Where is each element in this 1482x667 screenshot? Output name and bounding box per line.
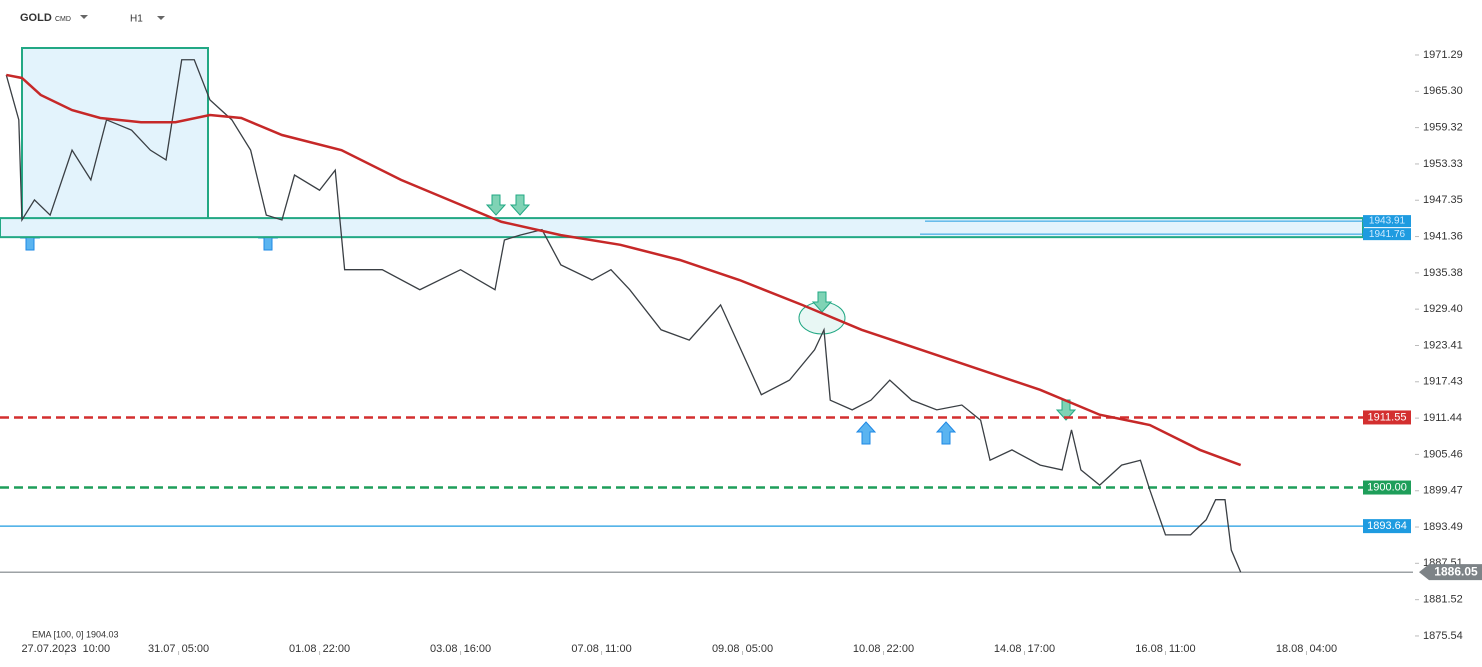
y-tick-label: 1911.44 [1423, 412, 1462, 424]
x-tick-label: 18.08 04:00 [1276, 643, 1337, 655]
level-tag [1363, 519, 1411, 534]
y-tick-label: 1923.41 [1423, 339, 1463, 351]
dropdown[interactable] [80, 15, 88, 19]
x-tick-label: 16.08 11:00 [1135, 643, 1195, 655]
dropdown[interactable] [157, 16, 165, 20]
y-tick-label: 1971.29 [1423, 49, 1463, 61]
y-tick-label: 1953.33 [1423, 158, 1463, 170]
y-tick-label: 1893.49 [1423, 521, 1463, 533]
x-tick-label: 03.08 16:00 [430, 643, 491, 655]
y-tick-label: 1947.35 [1423, 194, 1463, 206]
x-tick-label: 31.07 05:00 [148, 643, 209, 655]
y-tick-label: 1881.52 [1423, 594, 1463, 606]
y-tick-label: 1875.54 [1423, 630, 1463, 642]
y-tick-label: 1917.43 [1423, 376, 1463, 388]
x-tick-label: 01.08 22:00 [289, 643, 350, 655]
x-tick-label: 09.08 05:00 [712, 643, 773, 655]
y-tick-label: 1905.46 [1423, 448, 1463, 460]
level-tag [1363, 410, 1411, 425]
level-label: 1893.64 [1367, 520, 1407, 532]
y-tick-label: 1941.36 [1423, 230, 1463, 242]
x-tick-label: 07.08 11:00 [571, 643, 631, 655]
timeframe[interactable]: H1 [130, 14, 143, 25]
y-tick-label: 1899.47 [1423, 485, 1463, 497]
y-tick-label: 1929.40 [1423, 303, 1463, 315]
zone-label: 1943.91 [1369, 216, 1406, 227]
y-tick-label: 1935.38 [1423, 267, 1463, 279]
level-label: 1911.55 [1368, 411, 1407, 423]
level-tag [1363, 480, 1411, 495]
zone-label: 1941.76 [1369, 229, 1406, 240]
price-tag [1419, 564, 1482, 581]
x-tick-label: 27.07.2023 10:00 [21, 643, 110, 655]
symbol[interactable]: GOLD [20, 12, 52, 24]
x-tick-label: 14.08 17:00 [994, 643, 1055, 655]
level-label: 1900.00 [1367, 481, 1407, 493]
zone-tag [1363, 228, 1411, 241]
symbol-type: CMD [55, 16, 71, 23]
price-line [5, 59, 1242, 573]
y-tick-label: 1959.32 [1423, 122, 1463, 134]
range-box [21, 47, 209, 235]
ema-line [6, 73, 1242, 467]
zone-tag [1363, 215, 1411, 228]
indicator-label: EMA [100, 0] 1904.03 [32, 629, 119, 639]
y-tick-label: 1965.30 [1423, 85, 1463, 97]
buy-arrows [19, 227, 957, 445]
price-label: 1886.05 [1434, 564, 1478, 578]
x-tick-label: 10.08 22:00 [853, 643, 914, 655]
